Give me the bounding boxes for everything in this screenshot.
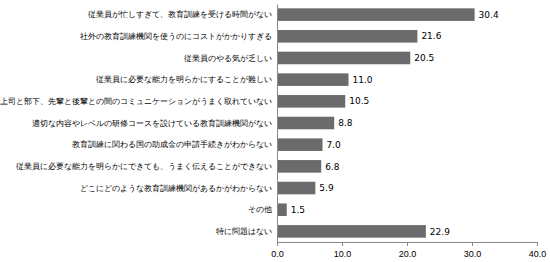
- bar: [277, 225, 426, 238]
- y-tick-label: 上司と部下、先輩と後輩との間のコミュニケーションがうまく取れていない: [0, 97, 272, 106]
- bar: [277, 52, 410, 65]
- x-tick-label: 20.0: [399, 249, 417, 259]
- x-tick: 10.0: [334, 242, 352, 259]
- x-tick-mark: [277, 242, 278, 246]
- data-label: 10.5: [349, 96, 369, 106]
- data-label: 20.5: [414, 53, 434, 63]
- bar: [277, 30, 417, 43]
- bar: [277, 73, 349, 86]
- y-tick: 上司と部下、先輩と後輩との間のコミュニケーションがうまく取れていない: [0, 97, 272, 106]
- plot: 0.0 10.0 20.0 30.0 40.0 従業員が忙しすぎて、教育訓練を受ける時間が…: [0, 5, 546, 260]
- y-tick-label: 特に問題はない: [216, 227, 272, 236]
- x-tick-label: 40.0: [529, 249, 547, 259]
- y-tick-label: 従業員に必要な能力を明らかにすることが難しい: [96, 75, 272, 84]
- data-labels: 30.4 21.6 20.5 11.0 10.5 8.8 7.0 6.8 5.9 1.5 22.9: [291, 10, 499, 237]
- data-label: 8.8: [338, 118, 353, 128]
- bar: [277, 203, 287, 216]
- data-label: 6.8: [325, 162, 340, 172]
- data-label: 1.5: [291, 205, 305, 215]
- x-tick-label: 30.0: [464, 249, 482, 259]
- bar: [277, 138, 323, 151]
- chart: 0.0 10.0 20.0 30.0 40.0 従業員が忙しすぎて、教育訓練を受ける時間が…: [0, 0, 550, 262]
- x-tick-mark: [407, 242, 408, 246]
- bar: [277, 95, 345, 108]
- y-tick-label: どこにどのような教育訓練機関があるかがわからない: [80, 184, 272, 193]
- y-tick: 教育訓練に関わる国の助成金の申請手続きがわからない: [72, 140, 272, 149]
- y-tick: 適切な内容やレベルの研修コースを設けている教育訓練機関がない: [32, 119, 272, 128]
- y-tick-label: 従業員のやる気が乏しい: [184, 54, 272, 63]
- x-tick-mark: [472, 242, 473, 246]
- y-tick: 従業員が忙しすぎて、教育訓練を受ける時間がない: [88, 10, 272, 19]
- bar: [277, 117, 334, 130]
- bar: [277, 182, 315, 195]
- y-axis: 従業員が忙しすぎて、教育訓練を受ける時間がない社外の教育訓練機関を使うのにコスト…: [0, 5, 278, 243]
- y-tick: 特に問題はない: [216, 227, 272, 236]
- bar: [277, 160, 321, 173]
- x-tick: 0.0: [271, 242, 284, 259]
- bar: [277, 8, 475, 21]
- x-tick-label: 10.0: [334, 249, 352, 259]
- y-tick: 従業員に必要な能力を明らかにすることが難しい: [96, 75, 272, 84]
- data-label: 22.9: [430, 227, 450, 237]
- y-tick-label: 社外の教育訓練機関を使うのにコストがかかりすぎる: [80, 32, 272, 41]
- x-tick-mark: [537, 242, 538, 246]
- x-tick-mark: [342, 242, 343, 246]
- y-tick-label: 従業員が忙しすぎて、教育訓練を受ける時間がない: [88, 10, 272, 19]
- x-tick: 30.0: [464, 242, 482, 259]
- y-tick-label: 教育訓練に関わる国の助成金の申請手続きがわからない: [72, 140, 272, 149]
- x-tick: 20.0: [399, 242, 417, 259]
- x-axis: 0.0 10.0 20.0 30.0 40.0: [271, 242, 546, 259]
- y-axis-line: [277, 5, 278, 243]
- data-label: 21.6: [421, 31, 441, 41]
- y-tick-label: 適切な内容やレベルの研修コースを設けている教育訓練機関がない: [32, 119, 272, 128]
- x-tick: 40.0: [529, 242, 547, 259]
- y-tick: どこにどのような教育訓練機関があるかがわからない: [80, 184, 272, 193]
- y-tick: 従業員のやる気が乏しい: [184, 54, 272, 63]
- y-tick-label: 従業員に必要な能力を明らかにできても、うまく伝えることができない: [16, 162, 272, 171]
- data-label: 11.0: [353, 75, 373, 85]
- y-tick: 従業員に必要な能力を明らかにできても、うまく伝えることができない: [16, 162, 272, 171]
- y-tick-label: その他: [248, 205, 272, 214]
- data-label: 7.0: [327, 140, 342, 150]
- bars: [277, 8, 475, 237]
- y-tick: 社外の教育訓練機関を使うのにコストがかかりすぎる: [80, 32, 272, 41]
- data-label: 30.4: [479, 10, 499, 20]
- y-tick: その他: [248, 205, 272, 214]
- data-label: 5.9: [319, 183, 334, 193]
- x-tick-label: 0.0: [271, 249, 284, 259]
